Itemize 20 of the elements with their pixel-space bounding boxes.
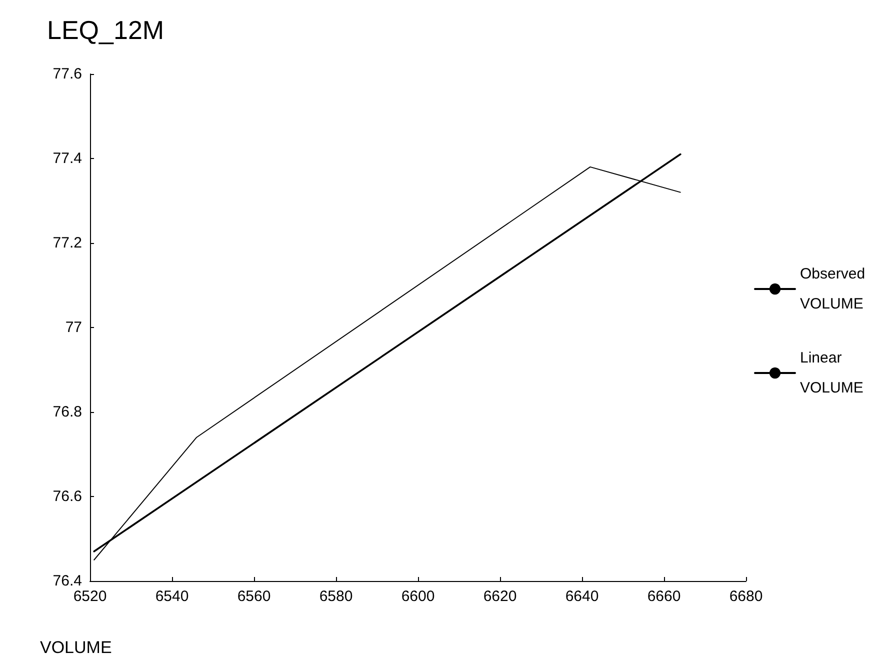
y-tick-label: 76.6 bbox=[52, 488, 82, 505]
x-tick-label: 6560 bbox=[237, 588, 271, 605]
legend-label: Observed VOLUME bbox=[800, 266, 870, 312]
y-tick-label: 77.2 bbox=[52, 234, 82, 252]
x-tick-label: 6620 bbox=[483, 588, 517, 605]
x-axis-title: VOLUME bbox=[40, 638, 112, 657]
y-tick-label: 76.8 bbox=[52, 404, 82, 420]
y-tick-label: 77 bbox=[65, 319, 82, 336]
x-tick-label: 6540 bbox=[155, 588, 189, 605]
y-tick-label: 77.6 bbox=[52, 66, 82, 82]
x-tick-label: 6580 bbox=[319, 588, 353, 605]
x-tick-label: 6640 bbox=[565, 588, 599, 605]
x-tick-label: 6520 bbox=[73, 588, 107, 605]
y-tick-label: 77.4 bbox=[52, 150, 82, 167]
x-tick-label: 6680 bbox=[729, 588, 763, 605]
y-tick-label: 76.4 bbox=[52, 572, 82, 590]
chart-title: LEQ_12M bbox=[47, 15, 164, 45]
legend-label: Linear VOLUME bbox=[800, 350, 864, 396]
x-tick-label: 6600 bbox=[401, 588, 435, 605]
x-tick-label: 6660 bbox=[647, 588, 681, 605]
